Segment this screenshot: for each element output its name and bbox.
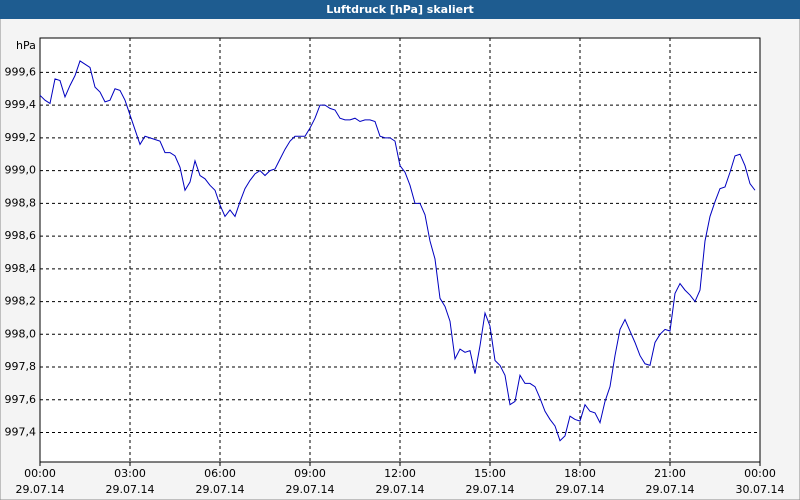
x-tick-label: 21:00 bbox=[654, 467, 686, 480]
x-tick-label: 18:00 bbox=[564, 467, 596, 480]
x-tick-date: 29.07.14 bbox=[16, 483, 65, 496]
x-tick-date: 29.07.14 bbox=[646, 483, 695, 496]
x-tick-date: 29.07.14 bbox=[466, 483, 515, 496]
x-tick-label: 00:00 bbox=[744, 467, 776, 480]
x-tick-date: 29.07.14 bbox=[376, 483, 425, 496]
x-tick-date: 30.07.14 bbox=[736, 483, 785, 496]
y-axis-label: hPa bbox=[16, 39, 36, 52]
y-tick-label: 999,6 bbox=[5, 65, 37, 78]
y-tick-label: 998,6 bbox=[5, 229, 37, 242]
x-tick-date: 29.07.14 bbox=[556, 483, 605, 496]
y-tick-label: 997,8 bbox=[5, 360, 37, 373]
y-tick-label: 999,0 bbox=[5, 164, 37, 177]
x-tick-date: 29.07.14 bbox=[286, 483, 335, 496]
y-tick-label: 998,0 bbox=[5, 327, 37, 340]
x-tick-label: 15:00 bbox=[474, 467, 506, 480]
y-tick-label: 998,2 bbox=[5, 295, 37, 308]
y-tick-label: 998,8 bbox=[5, 196, 37, 209]
y-tick-label: 997,6 bbox=[5, 393, 37, 406]
x-tick-label: 00:00 bbox=[24, 467, 56, 480]
x-tick-date: 29.07.14 bbox=[196, 483, 245, 496]
y-tick-label: 999,2 bbox=[5, 131, 37, 144]
x-tick-label: 09:00 bbox=[294, 467, 326, 480]
y-tick-label: 998,4 bbox=[5, 262, 37, 275]
x-tick-date: 29.07.14 bbox=[106, 483, 155, 496]
x-tick-label: 12:00 bbox=[384, 467, 416, 480]
y-tick-label: 997,4 bbox=[5, 426, 37, 439]
title-bar bbox=[0, 0, 800, 19]
x-tick-label: 06:00 bbox=[204, 467, 236, 480]
y-tick-label: 999,4 bbox=[5, 98, 37, 111]
x-tick-label: 03:00 bbox=[114, 467, 146, 480]
chart-title: Luftdruck [hPa] skaliert bbox=[326, 3, 474, 16]
data-line bbox=[39, 60, 756, 442]
